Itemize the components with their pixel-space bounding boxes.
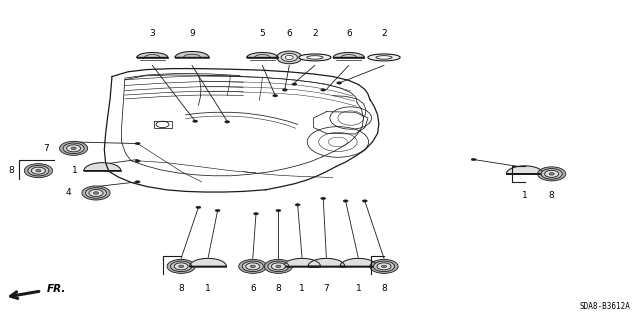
Circle shape [549, 173, 554, 175]
Circle shape [292, 83, 297, 85]
Circle shape [31, 167, 45, 174]
Circle shape [24, 164, 52, 178]
Circle shape [239, 259, 267, 273]
Circle shape [337, 82, 342, 84]
Text: 8: 8 [8, 166, 14, 175]
Circle shape [273, 94, 278, 97]
Circle shape [374, 261, 394, 271]
Text: 7: 7 [324, 284, 329, 293]
Circle shape [89, 189, 103, 197]
Polygon shape [340, 258, 377, 266]
Text: 4: 4 [66, 189, 72, 197]
Circle shape [86, 188, 106, 198]
Circle shape [285, 56, 293, 59]
Text: 6: 6 [346, 29, 351, 38]
Circle shape [271, 263, 285, 270]
Circle shape [63, 143, 84, 153]
Text: 1: 1 [300, 284, 305, 293]
Circle shape [170, 261, 192, 271]
Circle shape [93, 192, 99, 194]
Text: 1: 1 [205, 284, 211, 293]
Circle shape [343, 200, 348, 202]
Circle shape [135, 181, 140, 183]
Circle shape [321, 89, 326, 91]
Circle shape [167, 259, 195, 273]
Circle shape [179, 265, 184, 268]
Polygon shape [333, 53, 364, 57]
Circle shape [243, 261, 264, 271]
Circle shape [36, 169, 41, 172]
Circle shape [276, 209, 281, 212]
Text: 2: 2 [381, 29, 387, 38]
Circle shape [135, 160, 140, 162]
Circle shape [250, 265, 255, 268]
Circle shape [282, 89, 287, 91]
Circle shape [276, 51, 302, 64]
Text: 7: 7 [44, 144, 49, 153]
Circle shape [71, 147, 76, 150]
Polygon shape [175, 51, 209, 57]
Circle shape [215, 209, 220, 212]
Ellipse shape [368, 54, 400, 61]
Circle shape [60, 141, 88, 155]
Text: 8: 8 [549, 191, 554, 200]
Text: 3: 3 [150, 29, 155, 38]
Circle shape [370, 259, 398, 273]
Circle shape [246, 263, 260, 270]
Polygon shape [247, 53, 278, 57]
Circle shape [174, 263, 188, 270]
Circle shape [281, 53, 298, 62]
Circle shape [295, 204, 300, 206]
Circle shape [541, 168, 562, 179]
Polygon shape [84, 163, 121, 171]
Circle shape [381, 265, 387, 268]
Text: 2: 2 [312, 29, 317, 38]
Text: 1: 1 [522, 191, 527, 200]
Text: 8: 8 [276, 284, 281, 293]
Polygon shape [189, 258, 227, 266]
Circle shape [196, 206, 201, 209]
Circle shape [362, 200, 367, 202]
Circle shape [545, 170, 559, 177]
Text: SDA8-B3612A: SDA8-B3612A [580, 302, 630, 311]
Text: 8: 8 [179, 284, 184, 293]
Polygon shape [308, 258, 345, 266]
Circle shape [135, 142, 140, 145]
Circle shape [538, 167, 566, 181]
Circle shape [67, 145, 81, 152]
Text: 5: 5 [260, 29, 265, 38]
Polygon shape [137, 53, 168, 57]
Ellipse shape [299, 54, 331, 61]
Text: 6: 6 [287, 29, 292, 38]
Circle shape [28, 165, 49, 176]
Circle shape [321, 197, 326, 200]
Text: 6: 6 [250, 284, 255, 293]
Text: 9: 9 [189, 29, 195, 38]
Text: 1: 1 [356, 284, 361, 293]
Circle shape [276, 265, 281, 268]
Circle shape [193, 120, 198, 122]
Circle shape [471, 158, 476, 161]
Circle shape [377, 263, 391, 270]
Polygon shape [284, 258, 321, 266]
Circle shape [225, 121, 230, 123]
Circle shape [82, 186, 110, 200]
Circle shape [264, 259, 292, 273]
Ellipse shape [376, 56, 392, 59]
Polygon shape [506, 166, 543, 174]
Circle shape [253, 212, 259, 215]
Circle shape [268, 261, 289, 271]
Text: 1: 1 [72, 166, 78, 175]
Text: FR.: FR. [47, 284, 66, 294]
Ellipse shape [307, 56, 323, 59]
Text: 8: 8 [381, 284, 387, 293]
